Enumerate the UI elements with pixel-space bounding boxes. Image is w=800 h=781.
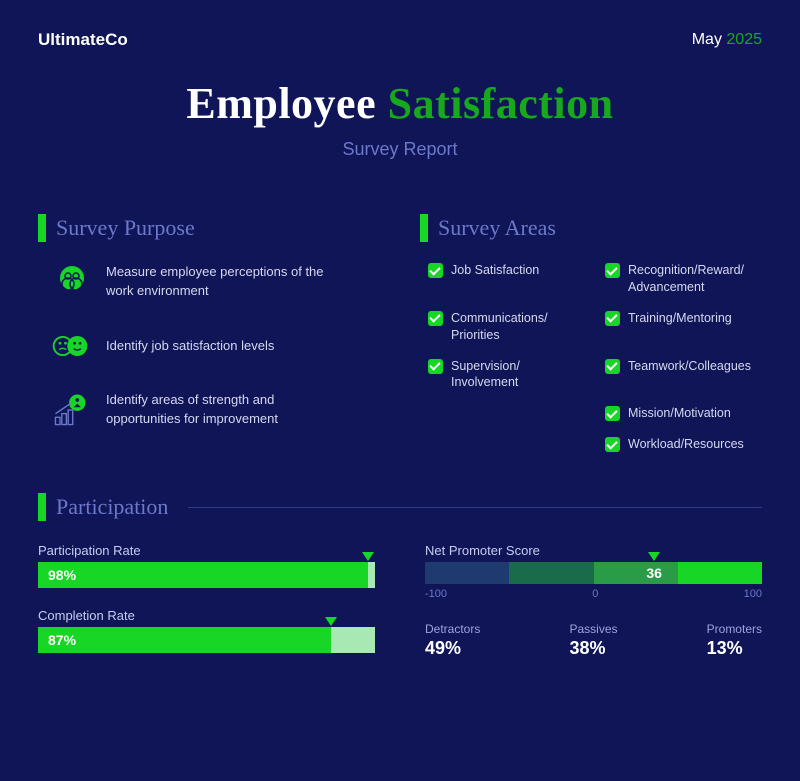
section-accent-bar (38, 493, 46, 521)
faces-icon (50, 326, 90, 366)
purpose-text: Measure employee perceptions of the work… (106, 263, 326, 301)
purpose-text: Identify areas of strength and opportuni… (106, 391, 326, 429)
title-block: Employee Satisfaction Survey Report (38, 78, 762, 160)
section-accent-bar (420, 214, 428, 242)
area-label: Communications/ Priorities (451, 310, 585, 344)
purpose-item: Measure employee perceptions of the work… (50, 262, 380, 302)
report-date: May 2025 (692, 31, 762, 49)
section-title-areas: Survey Areas (438, 215, 556, 241)
check-icon (605, 359, 620, 374)
nps-col-value: 13% (707, 638, 762, 659)
completion-rate-block: Completion Rate 87% (38, 608, 375, 653)
bar-track: 87% (38, 627, 375, 653)
area-label: Recognition/Reward/ Advancement (628, 262, 762, 296)
area-item: Communications/ Priorities (428, 310, 585, 344)
area-label: Training/Mentoring (628, 310, 732, 327)
bar-value: 98% (48, 567, 76, 583)
nps-breakdown-item: Detractors 49% (425, 622, 480, 659)
nps-col-label: Detractors (425, 622, 480, 636)
bar-track: 98% (38, 562, 375, 588)
nps-scale-mid: 0 (592, 588, 598, 600)
page-subtitle: Survey Report (38, 139, 762, 160)
nps-track (425, 562, 762, 584)
nps-col-label: Promoters (707, 622, 762, 636)
page-title: Employee Satisfaction (38, 78, 762, 129)
check-icon (428, 311, 443, 326)
nps-breakdown-item: Passives 38% (569, 622, 617, 659)
purpose-item: Identify job satisfaction levels (50, 326, 380, 366)
header: UltimateCo May 2025 (38, 30, 762, 50)
section-title-purpose: Survey Purpose (56, 215, 195, 241)
check-icon (605, 437, 620, 452)
title-word-1: Employee (186, 79, 376, 128)
bar-fill: 98% (38, 562, 368, 588)
area-item: Job Satisfaction (428, 262, 585, 296)
area-item: Mission/Motivation (605, 405, 762, 422)
nps-col-value: 49% (425, 638, 480, 659)
people-icon (50, 262, 90, 302)
area-item: Training/Mentoring (605, 310, 762, 344)
area-item: Recognition/Reward/ Advancement (605, 262, 762, 296)
check-icon (605, 406, 620, 421)
area-label: Workload/Resources (628, 436, 744, 453)
area-label: Mission/Motivation (628, 405, 731, 422)
date-month: May (692, 31, 722, 48)
survey-purpose-section: Survey Purpose Measure employee percepti… (38, 214, 380, 453)
check-icon (428, 263, 443, 278)
nps-col-value: 38% (569, 638, 617, 659)
participation-section: Participation Participation Rate 98% Com… (38, 493, 762, 659)
section-accent-bar (38, 214, 46, 242)
bar-value: 87% (48, 632, 76, 648)
bar-fill: 87% (38, 627, 331, 653)
purpose-item: Identify areas of strength and opportuni… (50, 390, 380, 430)
nps-breakdown: Detractors 49% Passives 38% Promoters 13… (425, 622, 762, 659)
growth-chart-icon (50, 390, 90, 430)
area-label: Supervision/ Involvement (451, 358, 585, 392)
nps-breakdown-item: Promoters 13% (707, 622, 762, 659)
marker-icon (325, 617, 337, 626)
check-icon (605, 263, 620, 278)
area-label: Job Satisfaction (451, 262, 539, 279)
purpose-text: Identify job satisfaction levels (106, 337, 274, 356)
check-icon (428, 359, 443, 374)
area-label: Teamwork/Colleagues (628, 358, 751, 375)
area-item: Teamwork/Colleagues (605, 358, 762, 392)
date-year: 2025 (726, 31, 762, 48)
nps-value: 36 (646, 562, 662, 584)
check-icon (605, 311, 620, 326)
title-word-2: Satisfaction (388, 79, 614, 128)
area-item: Workload/Resources (605, 436, 762, 453)
nps-label: Net Promoter Score (425, 543, 762, 558)
nps-scale-max: 100 (744, 588, 762, 600)
nps-col-label: Passives (569, 622, 617, 636)
nps-scale: -100 0 100 (425, 588, 762, 600)
logo: UltimateCo (38, 30, 128, 50)
marker-icon (362, 552, 374, 561)
nps-scale-min: -100 (425, 588, 447, 600)
marker-icon (648, 552, 660, 561)
section-title-participation: Participation (56, 494, 168, 520)
bar-label: Participation Rate (38, 543, 375, 558)
area-item: Supervision/ Involvement (428, 358, 585, 392)
survey-areas-section: Survey Areas Job Satisfaction Recognitio… (420, 214, 762, 453)
participation-rate-block: Participation Rate 98% (38, 543, 375, 588)
section-divider (188, 507, 762, 508)
